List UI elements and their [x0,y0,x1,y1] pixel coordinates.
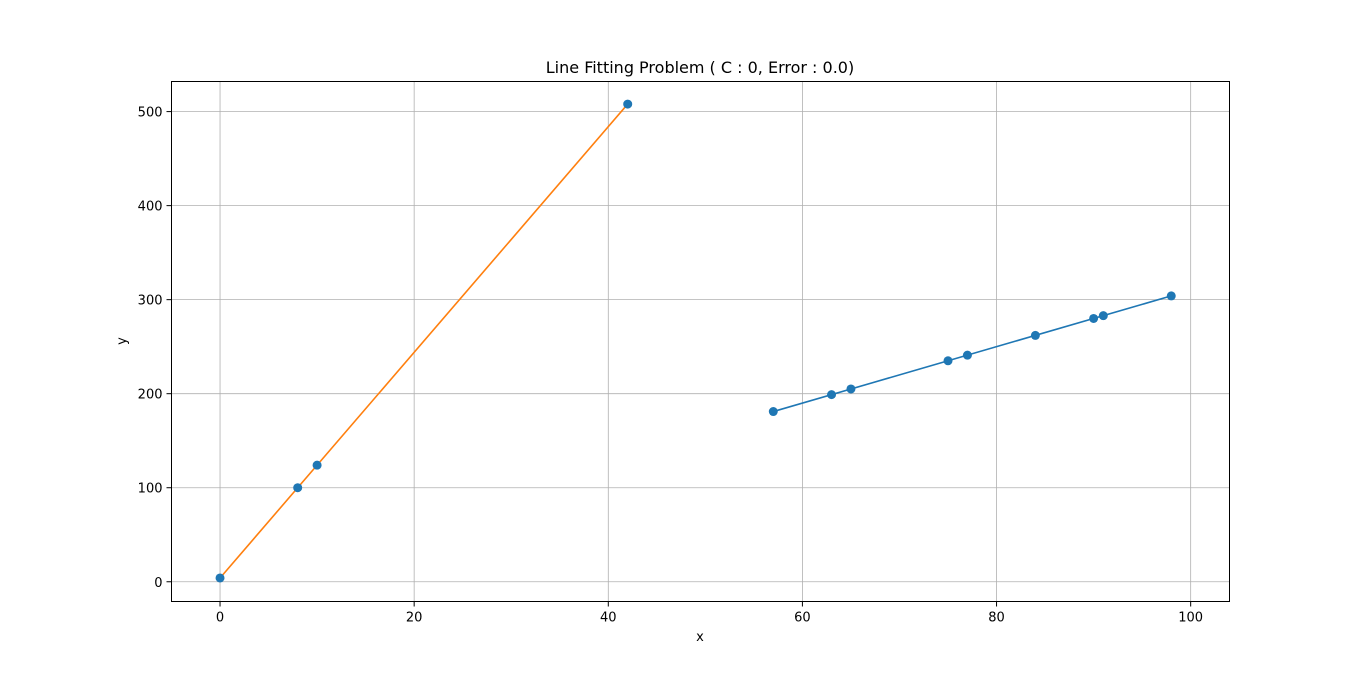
x-tick-label: 100 [1178,611,1203,626]
grid [171,81,1230,602]
x-axis-ticks: 0 20 40 60 80 100 [216,601,1203,626]
y-tick-label: 0 [154,576,162,591]
y-tick-label: 500 [138,106,163,121]
y-axis-label: y [115,337,130,345]
x-tick-label: 80 [988,611,1005,626]
y-axis-ticks: 0 100 200 300 400 500 [138,106,172,591]
data-point [215,573,225,583]
data-point [846,384,856,394]
data-point [312,460,322,470]
data-point [1166,291,1176,301]
x-axis-label: x [696,630,704,645]
x-tick-label: 60 [794,611,811,626]
y-tick-label: 200 [138,388,163,403]
fit-line [219,103,629,579]
x-tick-label: 0 [216,611,224,626]
y-tick-label: 100 [138,482,163,497]
data-point [827,390,837,400]
data-point [1030,330,1040,340]
data-point [962,350,972,360]
data-point [1089,313,1099,323]
chart-title: Line Fitting Problem ( C : 0, Error : 0.… [546,58,854,77]
data-point [768,407,778,417]
x-tick-label: 20 [406,611,423,626]
data-point [623,99,633,109]
data-point [1098,311,1108,321]
y-tick-label: 300 [138,294,163,309]
data-point [943,356,953,366]
data-point [293,483,303,493]
data-points [215,99,1176,583]
y-tick-label: 400 [138,200,163,215]
x-tick-label: 40 [600,611,617,626]
plot-frame [171,81,1230,602]
